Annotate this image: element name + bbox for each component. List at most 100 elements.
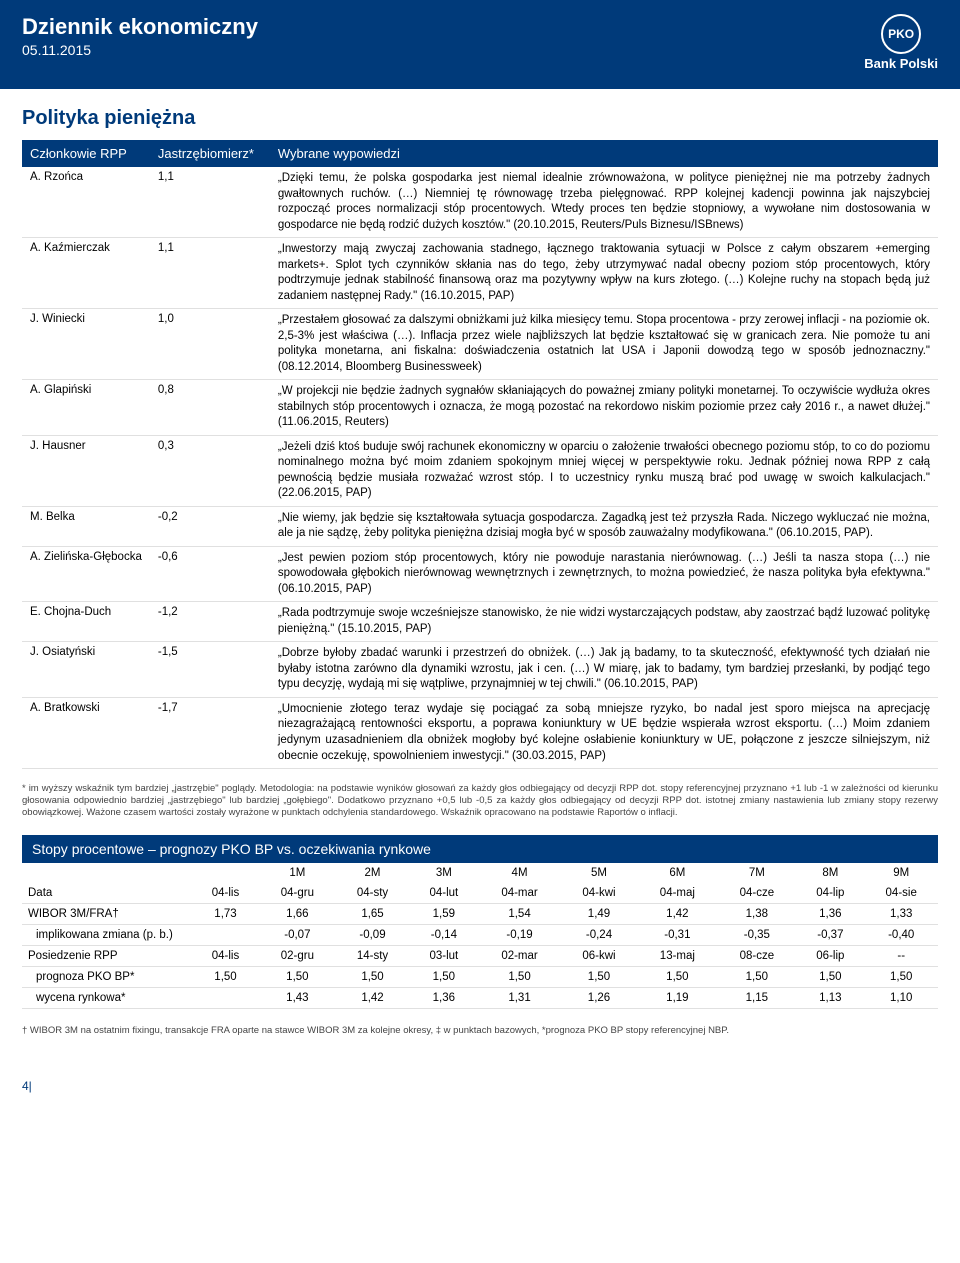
rpp-quote: „Jest pewien poziom stóp procentowych, k… [270, 546, 938, 602]
rates-cell: -0,07 [259, 924, 336, 945]
rates-cell: 06-kwi [561, 945, 638, 966]
rates-section: Stopy procentowe – prognozy PKO BP vs. o… [0, 835, 960, 1019]
month-header: 04-lip [796, 883, 864, 904]
rates-row-label: Posiedzenie RPP [22, 945, 192, 966]
logo-icon: PKO [881, 14, 921, 54]
rpp-member: E. Chojna-Duch [22, 602, 150, 642]
rpp-score: -1,7 [150, 697, 270, 768]
month-header: 04-sie [864, 883, 938, 904]
rpp-member: A. Bratkowski [22, 697, 150, 768]
rates-cell: -0,40 [864, 924, 938, 945]
rpp-score: -0,2 [150, 506, 270, 546]
rates-cell: -0,24 [561, 924, 638, 945]
doc-title: Dziennik ekonomiczny [22, 14, 258, 40]
rpp-score: 1,1 [150, 238, 270, 309]
table-row: E. Chojna-Duch-1,2„Rada podtrzymuje swoj… [22, 602, 938, 642]
rpp-quote: „W projekcji nie będzie żadnych sygnałów… [270, 380, 938, 436]
rates-cell: 14-sty [336, 945, 410, 966]
month-header: 04-kwi [561, 883, 638, 904]
rates-cell: -0,09 [336, 924, 410, 945]
rates-row-label: prognoza PKO BP* [22, 966, 192, 987]
rates-cell: 1,33 [864, 903, 938, 924]
rpp-score: 0,8 [150, 380, 270, 436]
rates-cell: 02-gru [259, 945, 336, 966]
section-title: Polityka pieniężna [22, 107, 938, 130]
rates-cell: 03-lut [409, 945, 478, 966]
rates-data-header: Data [22, 883, 192, 904]
rpp-quote: „Rada podtrzymuje swoje wcześniejsze sta… [270, 602, 938, 642]
rates-cell: 1,31 [478, 987, 560, 1008]
period-header: 2M [336, 863, 410, 883]
rates-cell: 1,13 [796, 987, 864, 1008]
rates-cell: 08-cze [717, 945, 796, 966]
page-number: 4| [0, 1053, 960, 1107]
rpp-score: -1,2 [150, 602, 270, 642]
rates-table: 1M2M3M4M5M6M7M8M9M Data04-lis04-gru04-st… [22, 863, 938, 1009]
rpp-header-quote: Wybrane wypowiedzi [270, 140, 938, 167]
table-row: A. Rzońca1,1„Dzięki temu, że polska gosp… [22, 167, 938, 238]
rpp-score: 1,1 [150, 167, 270, 238]
rates-cell: 1,50 [259, 966, 336, 987]
rpp-score: -1,5 [150, 642, 270, 698]
rpp-members-table: Członkowie RPP Jastrzębiomierz* Wybrane … [22, 140, 938, 769]
rates-cell: 06-lip [796, 945, 864, 966]
rates-cell: 1,59 [409, 903, 478, 924]
month-header: 04-lut [409, 883, 478, 904]
table-row: A. Zielińska-Głębocka-0,6„Jest pewien po… [22, 546, 938, 602]
rpp-score: 0,3 [150, 435, 270, 506]
table-row: wycena rynkowa*1,431,421,361,311,261,191… [22, 987, 938, 1008]
rates-cell: -0,31 [637, 924, 717, 945]
rpp-member: J. Osiatyński [22, 642, 150, 698]
rates-cell: 1,66 [259, 903, 336, 924]
month-header: 04-lis [192, 883, 259, 904]
month-header: 04-gru [259, 883, 336, 904]
table-row: J. Osiatyński-1,5„Dobrze byłoby zbadać w… [22, 642, 938, 698]
rates-cell: -- [864, 945, 938, 966]
rpp-footnote: * im wyższy wskaźnik tym bardziej „jastr… [0, 777, 960, 835]
rates-cell: 1,50 [637, 966, 717, 987]
content-area: Polityka pieniężna Członkowie RPP Jastrz… [0, 89, 960, 777]
table-row: M. Belka-0,2„Nie wiemy, jak będzie się k… [22, 506, 938, 546]
rates-cell: 1,43 [259, 987, 336, 1008]
rates-cell: 02-mar [478, 945, 560, 966]
rpp-score: 1,0 [150, 309, 270, 380]
rates-row-label: WIBOR 3M/FRA† [22, 903, 192, 924]
page-header: Dziennik ekonomiczny 05.11.2015 PKO Bank… [0, 0, 960, 89]
rpp-quote: „Umocnienie złotego teraz wydaje się poc… [270, 697, 938, 768]
rpp-quote: „Inwestorzy mają zwyczaj zachowania stad… [270, 238, 938, 309]
rates-cell: 1,54 [478, 903, 560, 924]
rates-row-label: wycena rynkowa* [22, 987, 192, 1008]
rates-cell: 1,38 [717, 903, 796, 924]
rpp-header-score: Jastrzębiomierz* [150, 140, 270, 167]
rates-cell: 1,42 [637, 903, 717, 924]
rates-cell: 1,36 [409, 987, 478, 1008]
doc-date: 05.11.2015 [22, 42, 258, 58]
month-header: 04-sty [336, 883, 410, 904]
rates-cell: -0,19 [478, 924, 560, 945]
rates-cell: 1,26 [561, 987, 638, 1008]
rates-cell: 1,50 [561, 966, 638, 987]
rates-footnote: † WIBOR 3M na ostatnim fixingu, transakc… [0, 1019, 960, 1053]
rpp-member: A. Zielińska-Głębocka [22, 546, 150, 602]
period-header: 1M [259, 863, 336, 883]
rates-cell: 1,73 [192, 903, 259, 924]
rpp-quote: „Jeżeli dziś ktoś buduje swój rachunek e… [270, 435, 938, 506]
table-row: A. Bratkowski-1,7„Umocnienie złotego ter… [22, 697, 938, 768]
month-header: 04-maj [637, 883, 717, 904]
rpp-quote: „Dzięki temu, że polska gospodarka jest … [270, 167, 938, 238]
rates-cell: 1,10 [864, 987, 938, 1008]
table-row: A. Glapiński0,8„W projekcji nie będzie ż… [22, 380, 938, 436]
rates-row-label: implikowana zmiana (p. b.) [22, 924, 192, 945]
month-header: 04-mar [478, 883, 560, 904]
rates-cell: 1,19 [637, 987, 717, 1008]
rpp-score: -0,6 [150, 546, 270, 602]
rpp-quote: „Dobrze byłoby zbadać warunki i przestrz… [270, 642, 938, 698]
rpp-quote: „Nie wiemy, jak będzie się kształtowała … [270, 506, 938, 546]
rpp-member: A. Glapiński [22, 380, 150, 436]
header-left: Dziennik ekonomiczny 05.11.2015 [22, 14, 258, 58]
period-header: 6M [637, 863, 717, 883]
rates-cell: 1,36 [796, 903, 864, 924]
period-header: 4M [478, 863, 560, 883]
rates-cell [192, 987, 259, 1008]
rpp-quote: „Przestałem głosować za dalszymi obniżka… [270, 309, 938, 380]
